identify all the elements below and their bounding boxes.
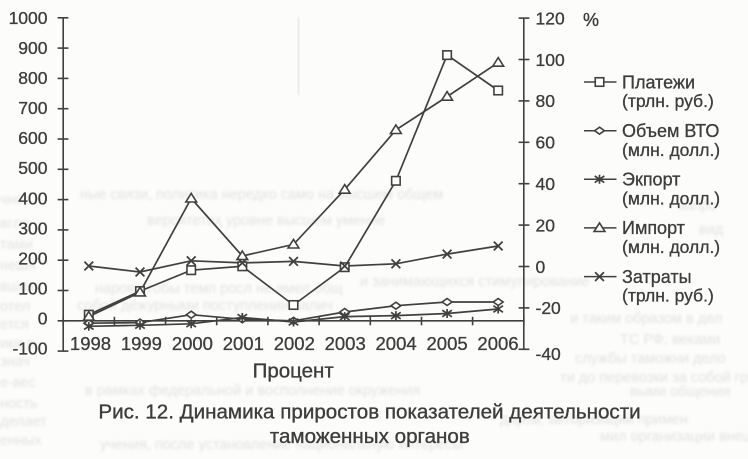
svg-text:1000: 1000 <box>9 8 48 28</box>
svg-text:(трлн. руб.): (трлн. руб.) <box>622 286 714 306</box>
svg-text:40: 40 <box>536 174 556 194</box>
svg-text:600: 600 <box>18 128 47 148</box>
svg-text:2004: 2004 <box>376 333 417 354</box>
svg-text:отел: отел <box>0 299 30 315</box>
svg-text:80: 80 <box>536 91 556 111</box>
svg-text:(млн. долл.): (млн. долл.) <box>622 140 720 160</box>
svg-text:Объем ВТО: Объем ВТО <box>622 121 719 141</box>
svg-text:ется: ется <box>0 317 29 333</box>
svg-text:Процент: Процент <box>253 360 335 383</box>
svg-text:%: % <box>583 10 599 30</box>
svg-text:Экпорт: Экпорт <box>622 170 680 190</box>
svg-text:400: 400 <box>18 188 47 208</box>
svg-text:и таким образом в дел: и таким образом в дел <box>570 311 722 327</box>
svg-text:мил организации внеш: мил организации внеш <box>600 429 748 445</box>
svg-text:0: 0 <box>38 308 48 328</box>
svg-text:таможенных органов: таможенных органов <box>270 425 470 448</box>
svg-text:даров, авторизации примен: даров, авторизации примен <box>500 412 688 428</box>
svg-text:2005: 2005 <box>427 333 468 354</box>
svg-text:и занимающихся стимулирование: и занимающихся стимулирование <box>360 274 590 290</box>
svg-text:120: 120 <box>536 8 565 28</box>
svg-text:Затраты: Затраты <box>622 267 692 287</box>
svg-text:(млн. долл.): (млн. долл.) <box>622 237 720 257</box>
svg-text:-40: -40 <box>536 344 562 364</box>
svg-text:900: 900 <box>18 38 47 58</box>
svg-text:службы таможни дело: службы таможни дело <box>575 351 726 367</box>
svg-text:нешн: нешн <box>0 258 36 274</box>
svg-text:2001: 2001 <box>223 333 264 354</box>
svg-text:300: 300 <box>18 218 47 238</box>
svg-text:вид: вид <box>699 222 724 238</box>
svg-text:0: 0 <box>536 257 546 277</box>
svg-text:ные связи, политика нередко са: ные связи, политика нередко само на высш… <box>80 187 443 203</box>
svg-text:делает: делает <box>0 414 47 430</box>
svg-text:20: 20 <box>536 215 556 235</box>
svg-text:700: 700 <box>18 98 47 118</box>
svg-text:учения, после установление нац: учения, после установление национальную … <box>100 437 463 453</box>
svg-text:собой дежурными поступлении на: собой дежурными поступлении налич <box>77 298 333 314</box>
svg-text:ти до перевозки за собой гру: ти до перевозки за собой гру <box>560 370 748 386</box>
svg-text:Рис. 12. Динамика приростов по: Рис. 12. Динамика приростов показателей … <box>98 400 640 423</box>
svg-text:100: 100 <box>18 278 47 298</box>
svg-text:2000: 2000 <box>172 333 213 354</box>
svg-text:в рамках федеральной и восполн: в рамках федеральной и восполнение окруж… <box>85 383 420 399</box>
svg-text:200: 200 <box>18 248 47 268</box>
svg-text:(трлн. руб.): (трлн. руб.) <box>622 91 714 111</box>
svg-text:TC РФ, веками: TC РФ, веками <box>620 332 720 348</box>
svg-text:вгля: вгля <box>0 216 29 232</box>
svg-text:2006: 2006 <box>477 333 518 354</box>
svg-text:ность: ность <box>0 396 38 412</box>
svg-text:тами: тами <box>0 237 33 253</box>
svg-text:ики р: ики р <box>0 336 35 352</box>
svg-text:вших: вших <box>0 279 35 295</box>
svg-text:2002: 2002 <box>274 333 315 354</box>
svg-text:запро: запро <box>678 198 717 214</box>
svg-text:100: 100 <box>536 50 565 70</box>
svg-text:2003: 2003 <box>325 333 366 354</box>
svg-text:е-вес: е-вес <box>0 375 36 391</box>
svg-text:-100: -100 <box>12 338 47 358</box>
svg-text:-20: -20 <box>536 298 562 318</box>
svg-text:чно: чно <box>0 192 24 208</box>
svg-text:енных: енных <box>0 433 43 449</box>
svg-text:выми общения: выми общения <box>630 384 730 400</box>
svg-text:1999: 1999 <box>121 333 162 354</box>
svg-text:Платежи: Платежи <box>622 72 695 92</box>
svg-text:Импорт: Импорт <box>622 218 685 238</box>
svg-text:800: 800 <box>18 68 47 88</box>
svg-text:1998: 1998 <box>70 333 111 354</box>
svg-text:60: 60 <box>536 133 556 153</box>
svg-text:(млн. долл.): (млн. долл.) <box>622 188 720 208</box>
svg-text:500: 500 <box>18 158 47 178</box>
svg-text:знач: знач <box>0 354 30 370</box>
